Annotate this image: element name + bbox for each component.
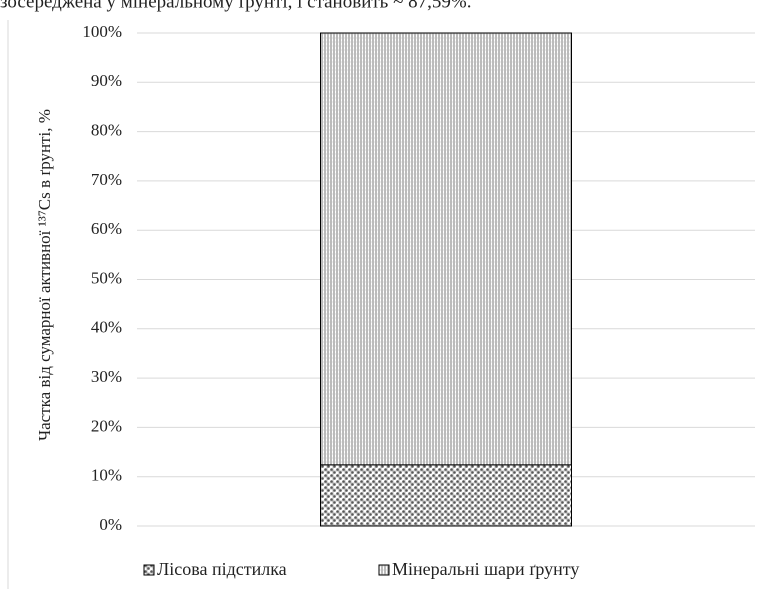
bar-segment (320, 32, 572, 466)
legend-label: Мінеральні шари ґрунту (392, 559, 579, 579)
y-tick-label: 20% (91, 416, 122, 435)
bar-segment (320, 464, 572, 527)
y-tick-label: 80% (91, 121, 122, 140)
y-tick-label: 10% (91, 466, 122, 485)
legend-swatch (378, 564, 390, 576)
y-tick-label: 60% (91, 219, 122, 238)
y-tick-label: 70% (91, 170, 122, 189)
y-tick-label: 100% (82, 22, 122, 41)
y-axis-label: Частка від сумарної активної ¹³⁷Cs в ґру… (35, 109, 54, 441)
y-tick-label: 40% (91, 318, 122, 337)
legend-label: Лісова підстилка (157, 559, 287, 579)
y-tick-label: 30% (91, 367, 122, 386)
text-above: зосереджена у мінеральному ґрунті, і ста… (0, 0, 471, 12)
y-tick-label: 0% (99, 515, 122, 534)
y-tick-label: 50% (91, 268, 122, 287)
legend-swatch (143, 564, 155, 576)
y-tick-label: 90% (91, 71, 122, 90)
